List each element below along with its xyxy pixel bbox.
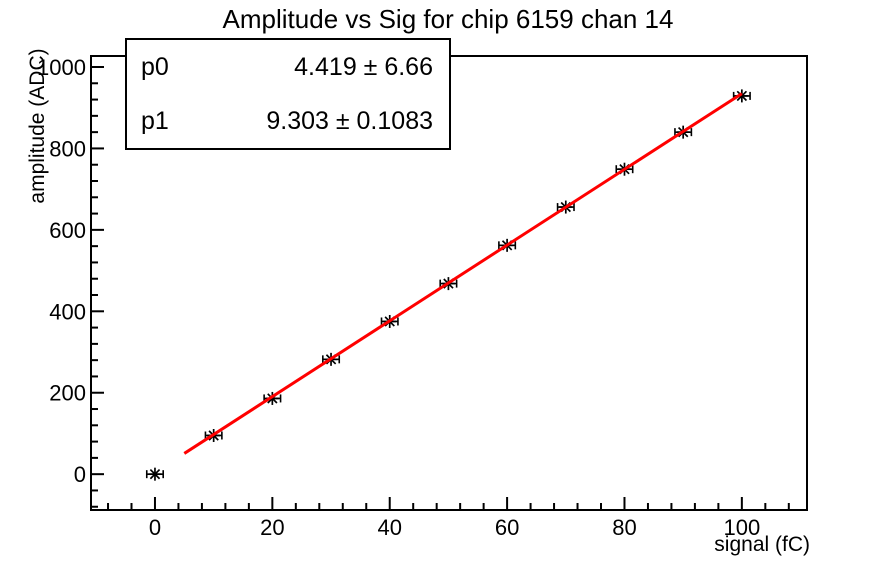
y-axis-title: amplitude (ADC) [26,48,49,204]
stats-row-p1: p1 9.303 ± 0.1083 [127,107,449,136]
x-axis-title: signal (fC) [714,533,810,556]
fit-stats-box: p0 4.419 ± 6.66 p1 9.303 ± 0.1083 [125,38,451,150]
stats-param-label: p1 [141,106,169,135]
y-tick-label: 600 [49,218,86,243]
x-tick-label: 20 [260,515,284,540]
data-point-marker [736,90,748,102]
x-tick-label: 40 [377,515,401,540]
data-point-marker [149,468,161,480]
x-tick-label: 100 [723,515,760,540]
stats-row-p0: p0 4.419 ± 6.66 [127,53,449,82]
x-tick-label: 0 [149,515,161,540]
y-tick-label: 1000 [37,55,86,80]
x-tick-label: 60 [495,515,519,540]
y-tick-label: 800 [49,136,86,161]
x-tick-label: 80 [612,515,636,540]
y-tick-label: 200 [49,381,86,406]
y-tick-label: 400 [49,299,86,324]
stats-param-value: 4.419 ± 6.66 [294,52,433,81]
plot-title: Amplitude vs Sig for chip 6159 chan 14 [222,4,674,34]
fit-line [183,92,743,455]
stats-param-value: 9.303 ± 0.1083 [266,106,433,135]
stats-param-label: p0 [141,52,169,81]
y-tick-label: 0 [74,462,86,487]
